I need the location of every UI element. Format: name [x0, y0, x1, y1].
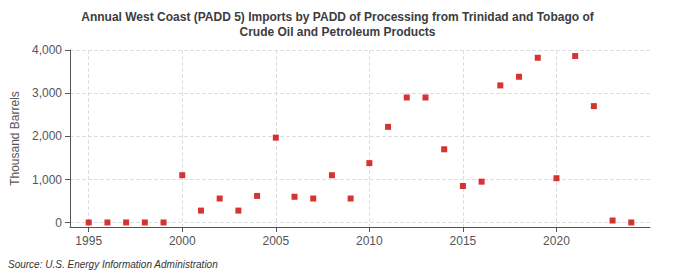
- svg-text:1995: 1995: [75, 234, 102, 248]
- svg-text:2,000: 2,000: [32, 129, 62, 143]
- svg-text:Source: U.S. Energy Informatio: Source: U.S. Energy Information Administ…: [8, 259, 218, 270]
- svg-text:2010: 2010: [356, 234, 383, 248]
- svg-text:3,000: 3,000: [32, 86, 62, 100]
- svg-text:4,000: 4,000: [32, 43, 62, 57]
- svg-text:Thousand Barrels: Thousand Barrels: [8, 91, 22, 186]
- svg-text:2015: 2015: [450, 234, 477, 248]
- svg-text:2005: 2005: [262, 234, 289, 248]
- svg-text:1,000: 1,000: [32, 173, 62, 187]
- svg-text:Crude Oil and Petroleum Produc: Crude Oil and Petroleum Products: [239, 25, 435, 39]
- svg-text:2000: 2000: [169, 234, 196, 248]
- svg-text:0: 0: [55, 216, 62, 230]
- svg-text:2020: 2020: [543, 234, 570, 248]
- svg-text:Annual West Coast (PADD 5) Imp: Annual West Coast (PADD 5) Imports by PA…: [81, 10, 594, 24]
